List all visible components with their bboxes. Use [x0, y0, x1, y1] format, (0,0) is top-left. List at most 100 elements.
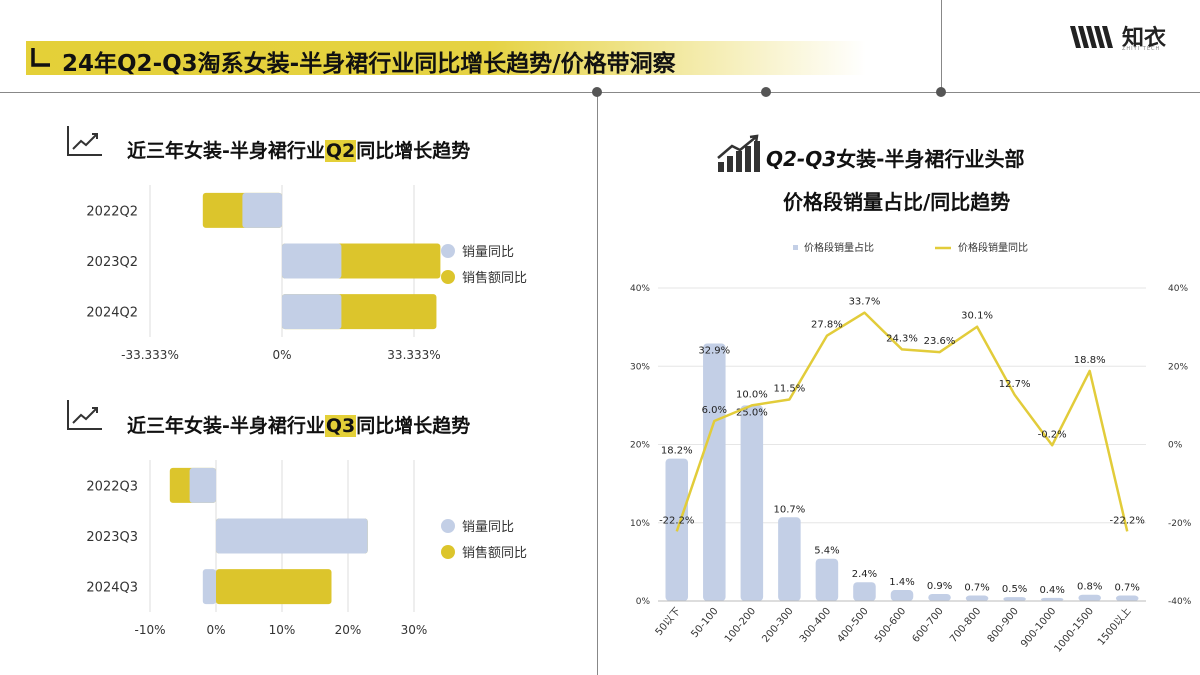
yoy-data-label: 24.3%: [886, 333, 918, 344]
yoy-line: [675, 311, 1129, 532]
yoy-data-label: 6.0%: [702, 405, 727, 416]
divider-dot: [936, 87, 946, 97]
yoy-data-label: 11.5%: [773, 384, 805, 395]
share-data-label: 0.7%: [1115, 583, 1140, 594]
category-label: 2024Q2: [86, 306, 138, 321]
x-tick-label: 0%: [272, 348, 291, 362]
logo-icon: [1070, 26, 1113, 48]
share-data-label: 0.5%: [1002, 584, 1027, 595]
y-right-tick-label: 20%: [1168, 362, 1188, 372]
category-label: 2023Q3: [86, 530, 138, 545]
x-tick-label: 200-300: [760, 606, 795, 645]
legend-label-volume: 销量同比: [462, 520, 514, 535]
q2-title-suffix: 同比增长趋势: [356, 140, 471, 162]
share-bar: [965, 595, 989, 601]
legend-label-share: 价格段销量占比: [804, 241, 874, 254]
x-tick-label: 700-800: [948, 606, 983, 645]
x-tick-label: 1500以上: [1095, 605, 1133, 648]
share-data-label: 0.9%: [927, 581, 952, 592]
title-band: [26, 41, 866, 75]
share-bar: [1040, 597, 1064, 601]
x-tick-label: 100-200: [723, 606, 758, 645]
sales-yoy-bar: [216, 569, 332, 605]
q2-growth-chart: -33.333% 0% 33.333% 2022Q2 2023Q2 2024Q2 销量同比销…: [86, 185, 527, 362]
right-chart-title-line2: 价格段销量占比/同比趋势: [783, 190, 1011, 214]
share-data-label: 5.4%: [814, 546, 839, 557]
yoy-data-label: -22.2%: [659, 515, 694, 526]
volume-yoy-bar: [282, 243, 342, 279]
legend-label-volume: 销量同比: [462, 245, 514, 260]
y-right-tick-label: -40%: [1168, 597, 1192, 607]
category-label: 2024Q3: [86, 581, 138, 596]
x-tick-label: 300-400: [798, 606, 833, 645]
legend-marker-share: [793, 245, 798, 250]
yoy-data-label: 33.7%: [849, 297, 881, 308]
x-tick-label: -10%: [134, 623, 165, 637]
share-data-label: 1.4%: [889, 577, 914, 588]
q2-title-highlight: Q2: [324, 140, 357, 162]
volume-yoy-bar: [282, 294, 342, 330]
share-bar: [1003, 597, 1026, 601]
legend-label-sales: 销售额同比: [462, 545, 527, 561]
share-data-label: 10.7%: [773, 504, 805, 515]
category-label: 2022Q2: [86, 204, 138, 219]
legend-label-sales: 销售额同比: [462, 270, 527, 286]
y-left-tick-label: 30%: [630, 362, 650, 372]
logo-text: 知衣: [1122, 26, 1167, 51]
share-data-label: 18.2%: [661, 446, 693, 457]
share-bar: [853, 582, 876, 601]
x-tick-label: 50以下: [654, 606, 683, 638]
q3-title-prefix: 近三年女装-半身裙行业: [127, 415, 325, 437]
x-tick-label: 900-1000: [1019, 606, 1058, 650]
q3-chart-title: 近三年女装-半身裙行业Q3同比增长趋势: [127, 411, 470, 438]
logo-subtext: ZHIYI TECH: [1122, 46, 1161, 52]
yoy-data-label: -0.2%: [1038, 429, 1067, 440]
category-label: 2022Q3: [86, 479, 138, 494]
share-data-label: 32.9%: [698, 346, 730, 357]
share-bar: [778, 517, 801, 601]
x-tick-label: 30%: [401, 623, 428, 637]
x-tick-label: 0%: [206, 623, 225, 637]
share-bar: [740, 405, 764, 601]
corner-bracket-icon: [31, 48, 50, 67]
trend-chart-icon: [67, 400, 102, 430]
x-tick-label: -33.333%: [121, 348, 179, 362]
x-tick-label: 33.333%: [387, 348, 440, 362]
share-data-label: 0.4%: [1039, 585, 1064, 596]
yoy-data-label: 30.1%: [961, 311, 993, 322]
share-bar: [890, 590, 914, 601]
category-label: 2023Q2: [86, 255, 138, 270]
share-bar: [815, 558, 839, 601]
y-left-tick-label: 20%: [630, 441, 650, 451]
yoy-data-label: 10.0%: [736, 389, 768, 400]
divider-dot: [761, 87, 771, 97]
trend-chart-icon: [67, 126, 102, 156]
bar-growth-icon: [717, 134, 760, 172]
yoy-data-label: 18.8%: [1074, 355, 1106, 366]
x-tick-label: 800-900: [986, 606, 1021, 645]
x-tick-label: 400-500: [835, 606, 870, 645]
panel-divider: [597, 92, 598, 675]
volume-yoy-bar: [189, 467, 216, 503]
price-band-chart: 0% 10% 20% 30% 40% -40% -20% 0% 20% 40% 价格段销量占比 价格段…: [630, 241, 1192, 655]
legend-marker-sales: [441, 270, 455, 284]
volume-yoy-bar: [242, 192, 282, 228]
y-left-tick-label: 10%: [630, 519, 650, 529]
x-tick-label: 10%: [269, 623, 296, 637]
yoy-data-label: 27.8%: [811, 320, 843, 331]
yoy-data-label: 12.7%: [999, 379, 1031, 390]
share-bar: [1115, 595, 1139, 601]
q2-title-prefix: 近三年女装-半身裙行业: [127, 140, 325, 162]
y-right-tick-label: 40%: [1168, 284, 1188, 294]
y-left-tick-label: 0%: [636, 597, 651, 607]
x-tick-label: 20%: [335, 623, 362, 637]
x-tick-label: 600-700: [911, 606, 946, 645]
legend-marker-volume: [441, 519, 455, 533]
x-tick-label: 500-600: [873, 606, 908, 645]
y-left-tick-label: 40%: [630, 284, 650, 294]
y-right-tick-label: 0%: [1168, 441, 1183, 451]
x-tick-label: 50-100: [689, 606, 720, 640]
legend-marker-sales: [441, 545, 455, 559]
share-data-label: 0.8%: [1077, 582, 1102, 593]
logo-divider: [941, 0, 942, 92]
